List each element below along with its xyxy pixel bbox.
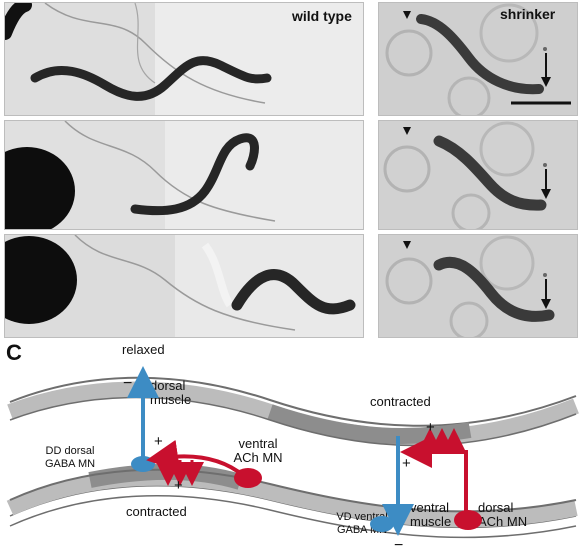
dd-excite-sign: +	[154, 433, 163, 450]
ventral-ach-label: ventral	[238, 436, 277, 451]
dorsal-ach-label: dorsal	[478, 500, 514, 515]
dd-neuron-soma	[131, 456, 155, 472]
panel-c-letter: C	[6, 340, 22, 365]
shrinker-photo-2	[378, 120, 578, 230]
contracted-dorsal-label: contracted	[370, 394, 431, 409]
ventral-excite-sign: +	[174, 477, 183, 494]
dorsal-excite-sign: +	[426, 419, 435, 436]
ventral-ach-soma	[234, 468, 262, 488]
vd-excite-sign: +	[402, 455, 411, 472]
worm	[433, 135, 547, 211]
worm	[416, 14, 544, 95]
vd-inhibit-sign: −	[394, 537, 403, 554]
shrinker-photo-1	[378, 2, 578, 116]
ventral-muscle-label-2: muscle	[410, 514, 451, 529]
dorsal-body-wall-outer	[9, 376, 577, 427]
dd-neuron-label: DD dorsal	[46, 445, 95, 457]
wild-type-photo-3	[4, 234, 364, 338]
contracted-ventral-label: contracted	[126, 504, 187, 519]
neuromuscular-circuit-diagram: relaxed contracted contracted dorsal mus…	[6, 342, 579, 554]
worm	[30, 56, 272, 101]
dd-neuron-label-2: GABA MN	[45, 458, 95, 470]
dorsal-ach-label-2: ACh MN	[478, 514, 527, 529]
ventral-ach-axon	[146, 439, 246, 478]
shrinker-label: shrinker	[500, 6, 556, 22]
shrinker-photo-3	[378, 234, 578, 338]
worm	[231, 269, 356, 315]
wild-type-label: wild type	[292, 8, 352, 24]
worm	[130, 133, 259, 216]
wild-type-photo-1	[4, 2, 364, 116]
dd-inhibit-sign: −	[123, 375, 132, 392]
wild-type-photo-2	[4, 120, 364, 230]
worm	[433, 256, 555, 322]
dorsal-ach-axon	[400, 436, 468, 516]
vd-neuron-soma	[370, 516, 394, 532]
dorsal-muscle-label-2: muscle	[150, 392, 191, 407]
dorsal-ach-soma	[454, 510, 482, 530]
ventral-muscle-label: ventral	[410, 500, 449, 515]
dorsal-muscle-label: dorsal	[150, 378, 186, 393]
ventral-ach-label-2: ACh MN	[233, 450, 282, 465]
relaxed-label: relaxed	[122, 342, 165, 357]
